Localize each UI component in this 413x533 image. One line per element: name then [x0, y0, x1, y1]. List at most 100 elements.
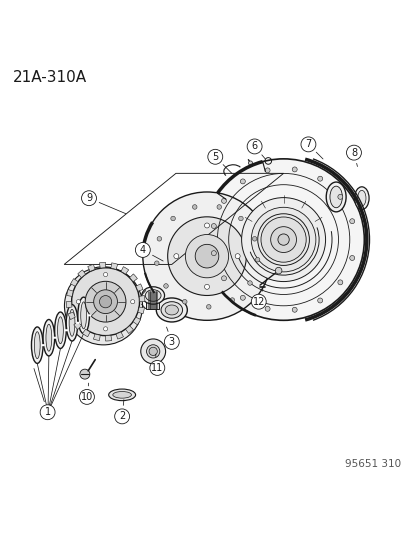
Polygon shape	[129, 274, 137, 282]
Circle shape	[149, 347, 157, 356]
Circle shape	[192, 205, 197, 209]
Circle shape	[182, 300, 187, 304]
Circle shape	[80, 369, 90, 379]
Circle shape	[221, 276, 226, 281]
Text: 8: 8	[350, 148, 356, 158]
Circle shape	[135, 243, 150, 257]
Circle shape	[167, 217, 246, 295]
Circle shape	[230, 298, 234, 302]
Circle shape	[85, 281, 126, 322]
Polygon shape	[116, 332, 123, 339]
Polygon shape	[70, 279, 78, 286]
Circle shape	[349, 219, 354, 224]
Polygon shape	[88, 264, 95, 271]
Circle shape	[202, 159, 363, 320]
Circle shape	[251, 207, 315, 272]
Circle shape	[264, 306, 269, 311]
Circle shape	[240, 295, 245, 300]
Circle shape	[64, 267, 142, 345]
Circle shape	[317, 298, 322, 303]
Text: 3: 3	[169, 337, 174, 347]
Circle shape	[81, 191, 96, 206]
Circle shape	[221, 198, 226, 204]
Circle shape	[238, 216, 242, 221]
Polygon shape	[121, 266, 128, 274]
Circle shape	[99, 296, 112, 308]
Circle shape	[346, 145, 361, 160]
Polygon shape	[133, 317, 140, 325]
Polygon shape	[99, 262, 105, 268]
Circle shape	[241, 198, 325, 281]
Polygon shape	[93, 334, 100, 341]
Ellipse shape	[161, 302, 182, 318]
Polygon shape	[138, 307, 144, 314]
Circle shape	[255, 257, 259, 262]
Polygon shape	[135, 284, 142, 291]
Text: 5: 5	[211, 152, 218, 162]
Circle shape	[211, 251, 216, 256]
Text: 1: 1	[45, 407, 50, 417]
Circle shape	[142, 192, 271, 320]
Circle shape	[277, 234, 289, 245]
Circle shape	[154, 261, 159, 265]
Circle shape	[349, 255, 354, 261]
Text: 21A-310A: 21A-310A	[12, 70, 86, 85]
Circle shape	[337, 280, 342, 285]
Ellipse shape	[55, 312, 66, 349]
Circle shape	[40, 405, 55, 419]
Ellipse shape	[141, 287, 164, 304]
Ellipse shape	[325, 182, 345, 212]
Ellipse shape	[69, 309, 75, 336]
Circle shape	[71, 268, 139, 336]
Text: 9: 9	[86, 193, 92, 203]
Polygon shape	[74, 321, 81, 329]
Circle shape	[79, 390, 94, 405]
Polygon shape	[125, 326, 133, 334]
Polygon shape	[82, 329, 90, 337]
Circle shape	[206, 304, 211, 309]
Circle shape	[248, 161, 252, 165]
Ellipse shape	[66, 304, 78, 341]
Circle shape	[317, 176, 322, 181]
Text: 6: 6	[251, 141, 257, 151]
Circle shape	[204, 284, 209, 289]
Circle shape	[251, 294, 266, 309]
Ellipse shape	[329, 186, 342, 208]
Circle shape	[270, 227, 296, 253]
Ellipse shape	[165, 305, 178, 315]
Circle shape	[260, 217, 306, 262]
Circle shape	[337, 195, 342, 199]
Polygon shape	[78, 270, 85, 278]
Circle shape	[240, 179, 245, 184]
Circle shape	[235, 254, 240, 259]
Ellipse shape	[43, 319, 55, 356]
Circle shape	[247, 139, 261, 154]
Circle shape	[211, 223, 216, 229]
Polygon shape	[139, 295, 145, 302]
Polygon shape	[66, 289, 73, 296]
Text: 7: 7	[304, 139, 311, 149]
Circle shape	[207, 149, 222, 164]
Polygon shape	[111, 263, 117, 269]
Circle shape	[157, 237, 161, 241]
Circle shape	[76, 300, 80, 304]
Circle shape	[247, 281, 252, 285]
Ellipse shape	[357, 190, 365, 206]
Ellipse shape	[112, 392, 131, 398]
Circle shape	[131, 300, 135, 304]
Circle shape	[140, 339, 165, 364]
Circle shape	[163, 284, 168, 288]
Ellipse shape	[145, 289, 161, 301]
Ellipse shape	[57, 317, 63, 344]
Circle shape	[300, 137, 315, 152]
Circle shape	[195, 244, 218, 268]
Ellipse shape	[108, 389, 135, 401]
Ellipse shape	[46, 324, 52, 351]
Text: 95651 310: 95651 310	[344, 459, 401, 470]
Text: 10: 10	[81, 392, 93, 402]
Circle shape	[252, 237, 256, 241]
Ellipse shape	[78, 297, 89, 334]
Circle shape	[146, 345, 159, 358]
Ellipse shape	[354, 187, 368, 209]
Circle shape	[185, 235, 228, 278]
